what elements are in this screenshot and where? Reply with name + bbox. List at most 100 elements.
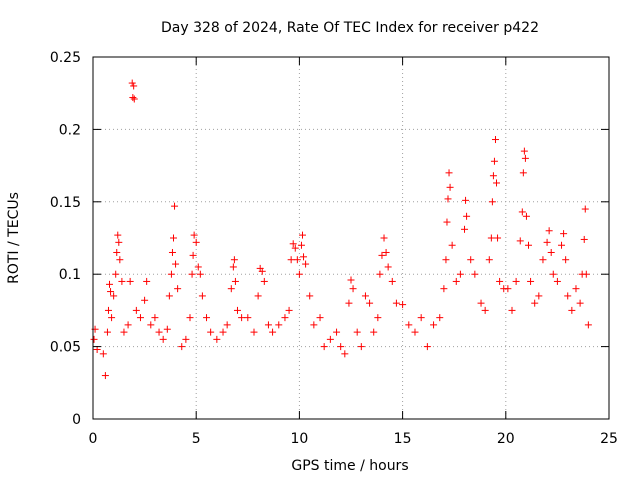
x-tick-label: 10 [290, 431, 308, 447]
y-axis-tick-labels: 0 0.05 0.1 0.15 0.2 0.25 [50, 50, 81, 428]
data-point [440, 285, 448, 293]
data-point [581, 205, 589, 213]
data-point [376, 270, 384, 278]
grid-lines [93, 57, 609, 419]
data-point [163, 325, 171, 333]
data-point [399, 301, 407, 309]
data-point [462, 196, 470, 204]
data-point [494, 234, 502, 242]
x-tick-label: 25 [600, 431, 618, 447]
data-point [130, 82, 138, 90]
data-point [172, 260, 180, 268]
data-point [374, 314, 382, 322]
data-point [444, 195, 452, 203]
data-point [490, 157, 498, 165]
x-tick-label: 5 [192, 431, 201, 447]
data-point [320, 343, 328, 351]
data-point [560, 230, 568, 238]
data-point [531, 299, 539, 307]
data-point [269, 328, 277, 336]
data-point [496, 277, 504, 285]
data-point [287, 256, 295, 264]
x-tick-label: 0 [89, 431, 98, 447]
y-tick-label: 0.1 [59, 267, 81, 283]
y-tick-label: 0.2 [59, 122, 81, 138]
data-point [525, 241, 533, 249]
data-point [580, 235, 588, 243]
data-point [361, 292, 369, 300]
x-tick-label: 20 [497, 431, 515, 447]
data-point [168, 248, 176, 256]
data-point [353, 328, 361, 336]
data-point [188, 270, 196, 278]
data-point [106, 280, 114, 288]
data-point [436, 314, 444, 322]
data-point [341, 350, 349, 358]
data-point [141, 296, 149, 304]
data-point [572, 285, 580, 293]
data-point [104, 306, 112, 314]
data-point [231, 277, 239, 285]
data-point [370, 328, 378, 336]
data-point [297, 241, 305, 249]
data-point [128, 79, 136, 87]
data-point [114, 231, 122, 239]
x-tick-label: 15 [394, 431, 412, 447]
data-point [275, 321, 283, 329]
data-point [392, 299, 400, 307]
data-points [90, 79, 592, 380]
data-point [238, 314, 246, 322]
data-point [264, 321, 272, 329]
data-point [558, 241, 566, 249]
y-tick-label: 0.15 [50, 195, 81, 211]
data-point [124, 321, 132, 329]
data-point [430, 321, 438, 329]
data-point [448, 241, 456, 249]
data-point [535, 292, 543, 300]
y-tick-label: 0.25 [50, 50, 81, 66]
data-point [110, 292, 118, 300]
data-point [223, 321, 231, 329]
data-point [461, 225, 469, 233]
data-point [291, 244, 299, 252]
data-point [442, 256, 450, 264]
y-axis-title: ROTI / TECUs [6, 192, 22, 284]
data-point [203, 314, 211, 322]
data-point [190, 231, 198, 239]
data-point [130, 95, 138, 103]
y-tick-label: 0 [72, 412, 81, 428]
data-point [549, 270, 557, 278]
data-point [151, 314, 159, 322]
data-point [281, 314, 289, 322]
data-point [582, 270, 590, 278]
data-point [388, 277, 396, 285]
data-point [456, 270, 464, 278]
data-point [333, 328, 341, 336]
data-point [452, 277, 460, 285]
data-point [488, 198, 496, 206]
data-point [136, 314, 144, 322]
data-point [159, 335, 167, 343]
axis-ticks [92, 56, 610, 420]
data-point [539, 256, 547, 264]
data-point [118, 277, 126, 285]
data-point [316, 314, 324, 322]
data-point [366, 299, 374, 307]
data-point [445, 169, 453, 177]
data-point [293, 256, 301, 264]
data-point [463, 212, 471, 220]
data-point [378, 251, 386, 259]
data-point [485, 256, 493, 264]
data-point [405, 321, 413, 329]
data-point [467, 256, 475, 264]
data-point [171, 202, 179, 210]
data-point [337, 343, 345, 351]
data-point [112, 270, 120, 278]
data-point [207, 328, 215, 336]
data-point [155, 328, 163, 336]
data-point [347, 276, 355, 284]
data-point [289, 240, 297, 248]
data-point [568, 306, 576, 314]
data-point [508, 306, 516, 314]
data-point [192, 238, 200, 246]
